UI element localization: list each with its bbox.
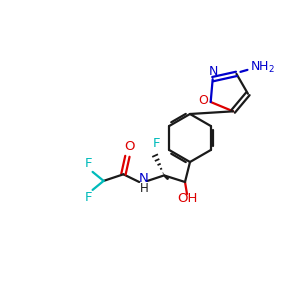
Text: NH$_2$: NH$_2$ <box>250 60 275 75</box>
Text: O: O <box>199 94 208 106</box>
Text: N: N <box>209 64 218 78</box>
Text: H: H <box>140 182 148 194</box>
Text: F: F <box>85 191 92 204</box>
Text: F: F <box>85 158 92 170</box>
Text: N: N <box>138 172 148 185</box>
Text: OH: OH <box>177 191 197 205</box>
Text: F: F <box>152 137 160 150</box>
Text: O: O <box>124 140 135 153</box>
